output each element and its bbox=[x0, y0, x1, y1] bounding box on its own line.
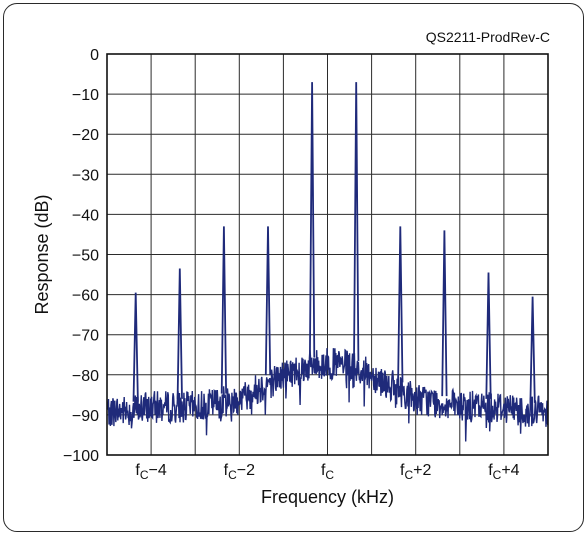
y-tick-label: −70 bbox=[72, 328, 99, 345]
x-tick-label: fC−4 bbox=[135, 462, 166, 482]
spectral-peak bbox=[264, 226, 272, 376]
y-axis-title: Response (dB) bbox=[32, 194, 52, 314]
plot-border bbox=[106, 53, 549, 456]
trace-layer bbox=[106, 82, 549, 442]
y-tick-label: −10 bbox=[72, 87, 99, 104]
spectral-peak bbox=[353, 82, 360, 362]
y-tick-label: −100 bbox=[63, 448, 99, 465]
annotation-label: QS2211-ProdRev-C bbox=[426, 29, 550, 45]
y-tick-label: 0 bbox=[90, 47, 99, 64]
y-tick-label: −80 bbox=[72, 368, 99, 385]
spectral-peak bbox=[529, 296, 536, 403]
y-tick-labels: 0 −10 −20 −30 −40 −50 −60 −70 −80 −90 −100 bbox=[63, 47, 99, 465]
x-tick-label: fC+2 bbox=[400, 462, 431, 482]
y-tick-label: −90 bbox=[72, 408, 99, 425]
y-tick-label: −60 bbox=[72, 288, 99, 305]
spectral-peak bbox=[220, 226, 227, 394]
spectral-peak bbox=[132, 292, 139, 402]
spectral-peak bbox=[485, 272, 492, 399]
y-tick-label: −40 bbox=[72, 207, 99, 224]
y-tick-label: −30 bbox=[72, 167, 99, 184]
x-tick-label: fC+4 bbox=[488, 462, 519, 482]
x-tick-labels: fC−4 fC−2 fC fC+2 fC+4 bbox=[135, 462, 519, 482]
spectral-peak bbox=[441, 230, 448, 397]
x-axis-title: Frequency (kHz) bbox=[261, 487, 394, 507]
x-tick-label: fC−2 bbox=[224, 462, 255, 482]
spectral-peak bbox=[309, 82, 316, 358]
y-tick-label: −20 bbox=[72, 127, 99, 144]
spectrum-trace bbox=[106, 348, 549, 442]
spectral-peak bbox=[397, 226, 404, 383]
x-tick-label: fC bbox=[321, 462, 334, 482]
y-tick-label: −50 bbox=[72, 248, 99, 265]
spectral-peak bbox=[176, 268, 183, 399]
